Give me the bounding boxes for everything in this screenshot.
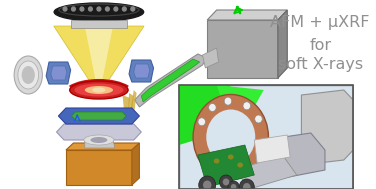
Ellipse shape bbox=[193, 94, 268, 180]
Ellipse shape bbox=[80, 7, 84, 11]
Ellipse shape bbox=[243, 183, 250, 189]
Ellipse shape bbox=[206, 109, 255, 164]
Ellipse shape bbox=[237, 163, 243, 167]
Polygon shape bbox=[56, 124, 141, 140]
Polygon shape bbox=[302, 90, 353, 165]
Polygon shape bbox=[58, 108, 139, 124]
Polygon shape bbox=[131, 90, 136, 110]
Ellipse shape bbox=[22, 66, 35, 84]
Ellipse shape bbox=[228, 181, 239, 189]
Polygon shape bbox=[128, 93, 134, 113]
Ellipse shape bbox=[255, 115, 262, 123]
Ellipse shape bbox=[203, 180, 211, 189]
Ellipse shape bbox=[92, 88, 106, 92]
Ellipse shape bbox=[71, 7, 75, 11]
Ellipse shape bbox=[63, 7, 67, 11]
Polygon shape bbox=[135, 54, 207, 107]
Ellipse shape bbox=[90, 137, 108, 143]
Ellipse shape bbox=[214, 159, 220, 163]
Polygon shape bbox=[132, 143, 139, 185]
Ellipse shape bbox=[220, 175, 233, 189]
Ellipse shape bbox=[70, 81, 128, 99]
Ellipse shape bbox=[84, 135, 114, 145]
Polygon shape bbox=[207, 10, 287, 20]
Ellipse shape bbox=[85, 86, 113, 94]
Text: for: for bbox=[309, 37, 331, 53]
Polygon shape bbox=[46, 62, 71, 84]
Polygon shape bbox=[123, 95, 130, 115]
Ellipse shape bbox=[198, 118, 206, 126]
Polygon shape bbox=[85, 26, 113, 88]
Text: soft X-rays: soft X-rays bbox=[278, 57, 363, 73]
Polygon shape bbox=[203, 48, 218, 68]
Ellipse shape bbox=[114, 7, 118, 11]
Ellipse shape bbox=[14, 56, 42, 94]
Ellipse shape bbox=[54, 3, 144, 21]
Polygon shape bbox=[54, 26, 144, 88]
Ellipse shape bbox=[243, 102, 250, 110]
Polygon shape bbox=[129, 60, 153, 82]
Text: AFM + μXRF: AFM + μXRF bbox=[270, 15, 370, 29]
Polygon shape bbox=[179, 85, 353, 189]
Ellipse shape bbox=[223, 178, 229, 185]
Ellipse shape bbox=[239, 179, 254, 189]
Ellipse shape bbox=[74, 84, 123, 97]
Polygon shape bbox=[254, 135, 290, 163]
Polygon shape bbox=[51, 66, 67, 80]
Ellipse shape bbox=[123, 7, 126, 11]
Ellipse shape bbox=[88, 7, 92, 11]
Ellipse shape bbox=[131, 7, 135, 11]
Ellipse shape bbox=[224, 97, 232, 105]
Ellipse shape bbox=[106, 7, 109, 11]
Polygon shape bbox=[179, 85, 231, 145]
Ellipse shape bbox=[199, 176, 216, 189]
Ellipse shape bbox=[18, 61, 39, 89]
Ellipse shape bbox=[97, 7, 101, 11]
Ellipse shape bbox=[209, 104, 216, 112]
Polygon shape bbox=[278, 10, 287, 78]
Polygon shape bbox=[217, 85, 264, 140]
Polygon shape bbox=[259, 133, 325, 180]
Polygon shape bbox=[235, 155, 297, 189]
Polygon shape bbox=[85, 140, 115, 148]
Polygon shape bbox=[71, 20, 127, 28]
Ellipse shape bbox=[231, 184, 237, 189]
Polygon shape bbox=[198, 145, 254, 187]
Polygon shape bbox=[134, 64, 150, 78]
Polygon shape bbox=[66, 150, 132, 185]
Ellipse shape bbox=[228, 154, 233, 160]
Polygon shape bbox=[66, 143, 139, 150]
Polygon shape bbox=[141, 59, 200, 102]
Polygon shape bbox=[71, 112, 126, 120]
Polygon shape bbox=[207, 20, 278, 78]
